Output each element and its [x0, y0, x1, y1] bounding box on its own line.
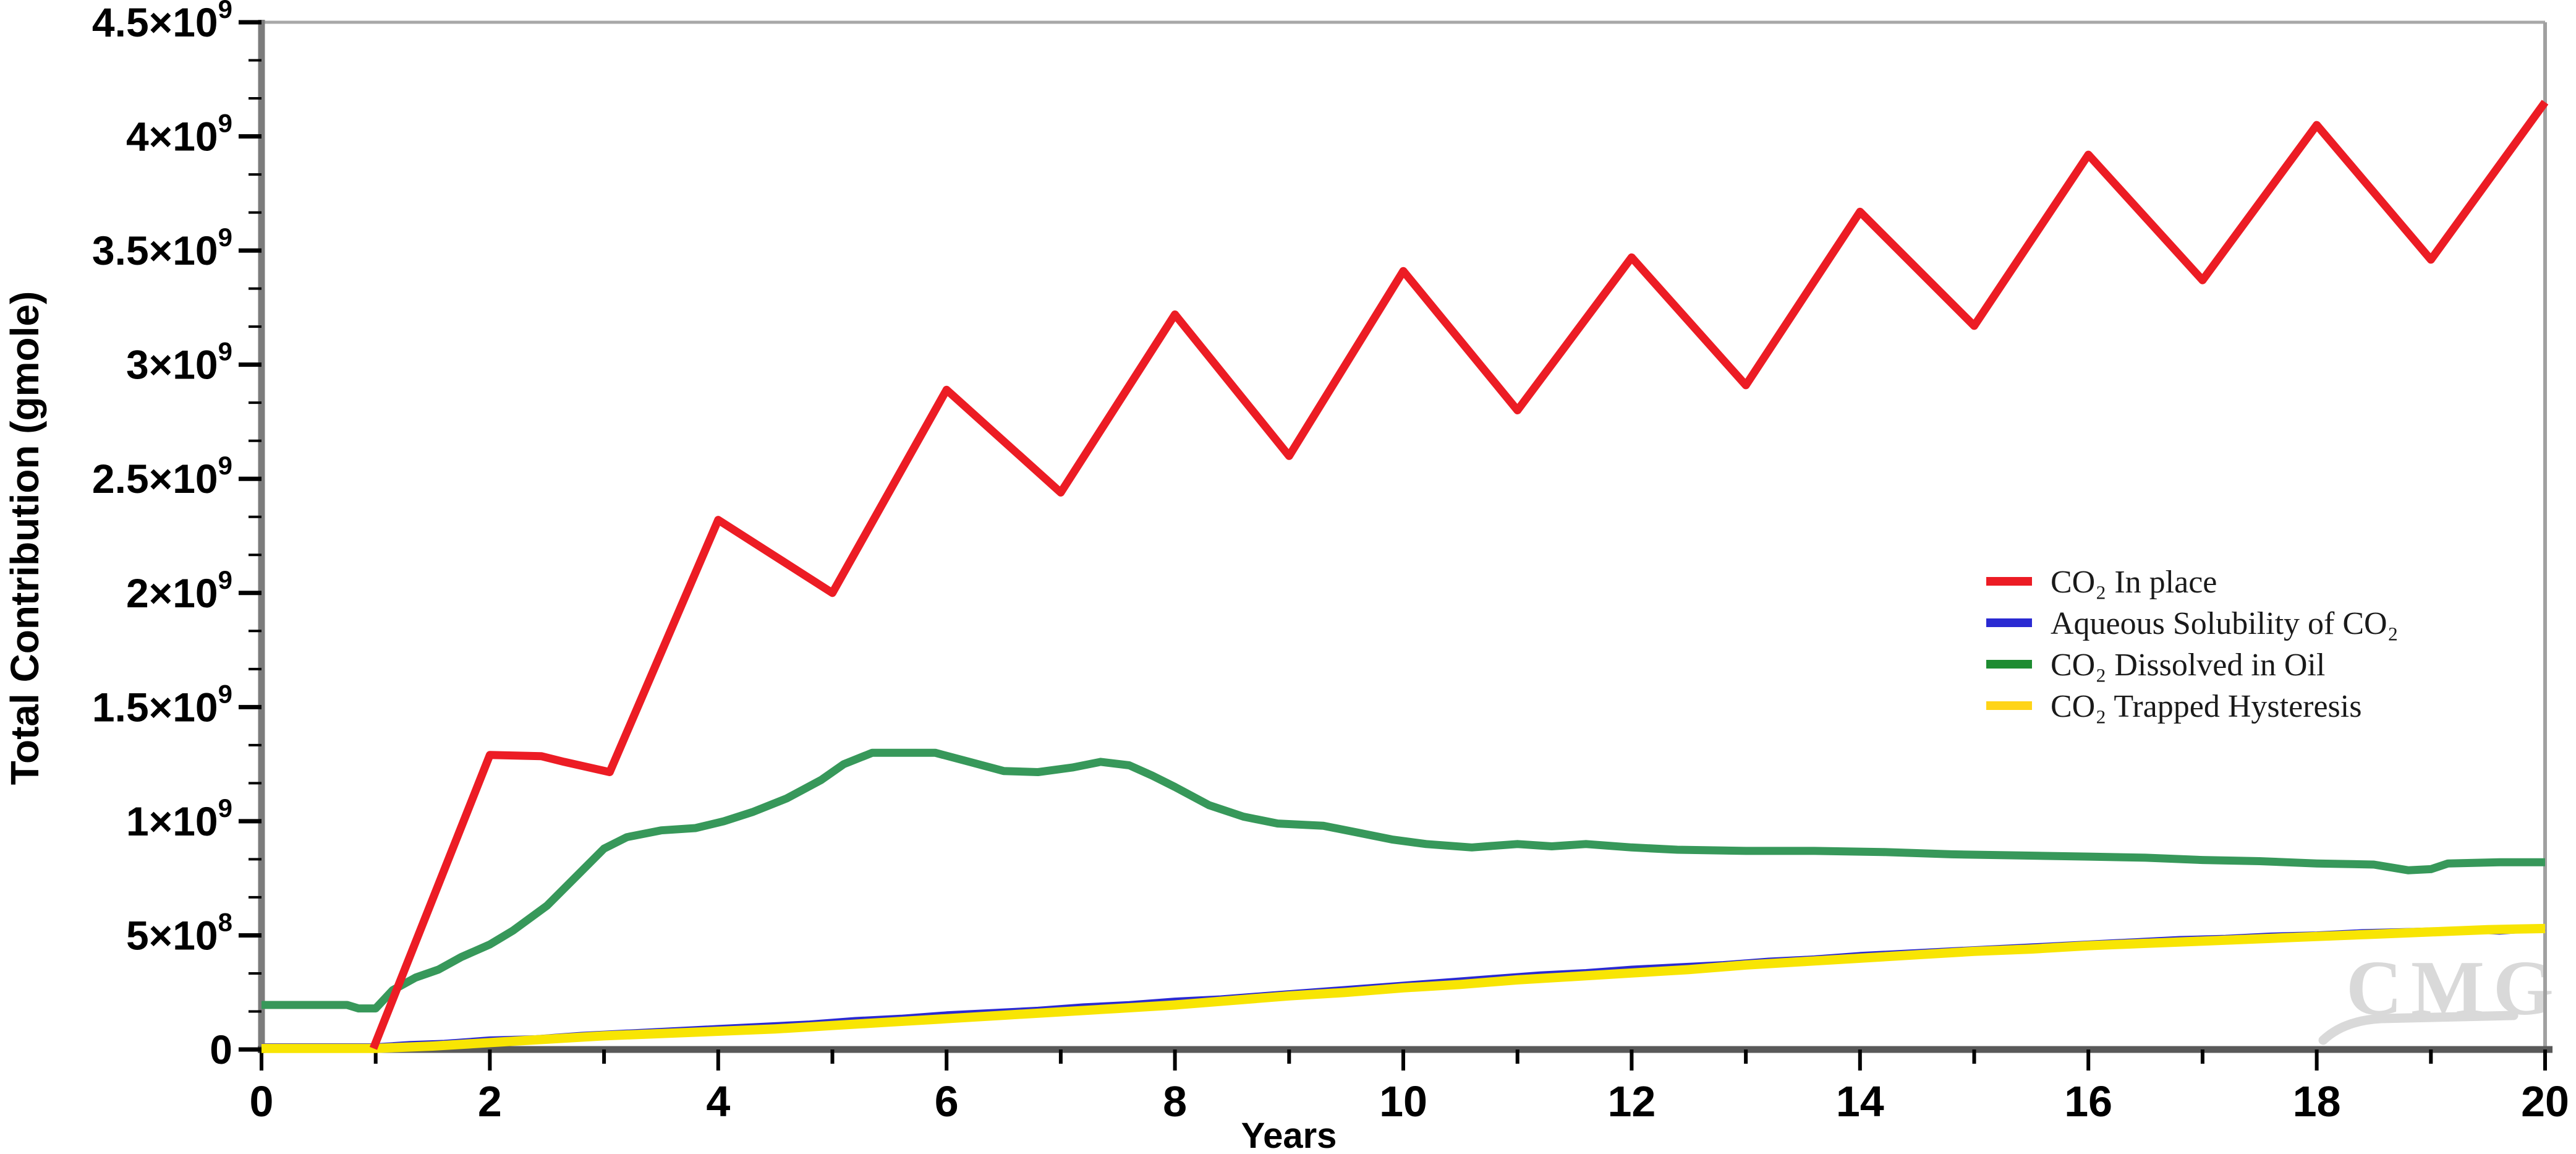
series-line [369, 100, 2549, 1050]
y-axis: 0 5×108 1×109 1.5×109 2×109 2.5×109 3×109 3.5×1… [2, 0, 261, 1072]
x-tick-label: 14 [1836, 1077, 1884, 1126]
legend-label: CO₂ Trapped Hysteresis [2051, 689, 2361, 724]
plot-frame [258, 20, 2553, 1053]
y-tick-label: 1.5×109 [92, 679, 232, 730]
x-tick-label: 4 [706, 1077, 730, 1126]
x-tick-label: 16 [2064, 1077, 2112, 1126]
x-tick-label: 18 [2293, 1077, 2341, 1126]
legend-label: CO₂ In place [2051, 565, 2217, 600]
y-tick-label: 0 [210, 1027, 232, 1072]
y-tick-label: 2×109 [126, 565, 232, 616]
legend-label: Aqueous Solubility of CO₂ [2051, 606, 2399, 641]
legend: CO₂ In place Aqueous Solubility of CO₂ CO₂… [1986, 565, 2399, 724]
y-axis-title: Total Contribution (gmole) [2, 291, 47, 785]
y-tick-label: 4×109 [126, 109, 232, 160]
x-axis-title: Years [1241, 1116, 1337, 1154]
legend-label: CO₂ Dissolved in Oil [2051, 648, 2325, 683]
x-tick-label: 12 [1607, 1077, 1656, 1126]
x-tick-label: 8 [1163, 1077, 1187, 1126]
y-tick-label: 4.5×109 [92, 0, 232, 45]
cmg-logo-underline [2318, 1011, 2519, 1045]
y-tick-label: 1×109 [126, 793, 232, 844]
y-tick-label: 3×109 [126, 337, 232, 388]
x-axis: 0 2 4 6 8 10 12 14 16 18 20 Years [250, 1049, 2569, 1154]
y-tick-label: 2.5×109 [92, 451, 232, 502]
legend-item: CO₂ Trapped Hysteresis [1986, 689, 2361, 724]
series-line [261, 748, 2545, 1013]
x-tick-label: 0 [250, 1077, 274, 1126]
y-tick-label: 3.5×109 [92, 223, 232, 273]
cmg-watermark: CMG [2318, 946, 2554, 1045]
x-tick-label: 20 [2521, 1077, 2569, 1126]
y-tick-label: 5×108 [126, 907, 232, 958]
x-tick-label: 10 [1379, 1077, 1427, 1126]
series-line [261, 923, 2546, 1053]
legend-item: CO₂ In place [1986, 565, 2217, 600]
legend-item: CO₂ Dissolved in Oil [1986, 648, 2325, 683]
series-lines [261, 100, 2549, 1053]
x-tick-label: 2 [478, 1077, 502, 1126]
x-tick-label: 6 [935, 1077, 959, 1126]
legend-item: Aqueous Solubility of CO₂ [1986, 606, 2399, 641]
